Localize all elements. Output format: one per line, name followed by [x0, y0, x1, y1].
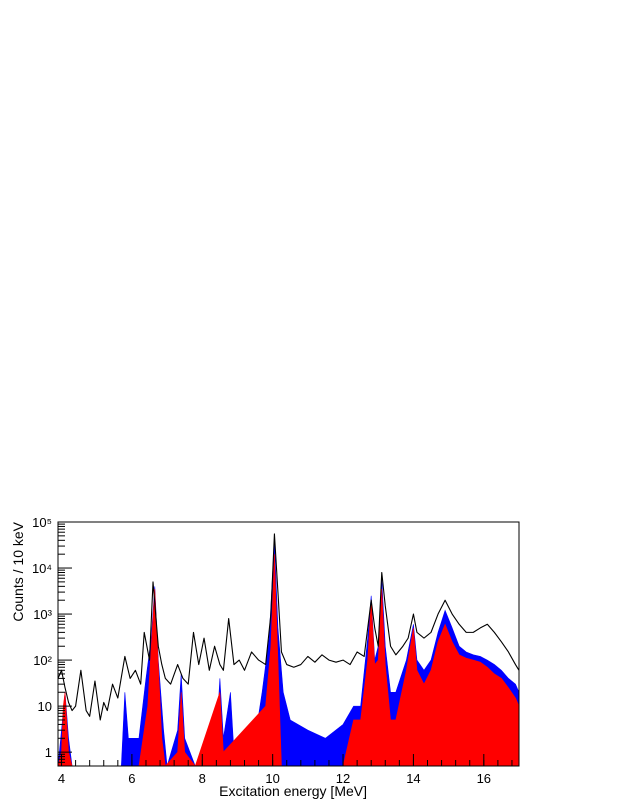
series-0-line	[58, 533, 519, 721]
series-layer	[58, 533, 519, 766]
y-tick-label: 10	[38, 699, 52, 714]
x-tick-label: 12	[336, 771, 350, 786]
y-tick-label: 1	[45, 745, 52, 760]
y-tick-label: 10⁵	[32, 515, 52, 530]
x-tick-label: 16	[477, 771, 491, 786]
x-tick-label: 4	[58, 771, 65, 786]
series-2-area	[58, 554, 519, 766]
y-tick-label: 10²	[33, 653, 52, 668]
x-tick-label: 14	[406, 771, 420, 786]
y-axis-title: Counts / 10 keV	[10, 521, 26, 621]
x-tick-label: 10	[265, 771, 279, 786]
x-tick-label: 8	[199, 771, 206, 786]
series-group	[58, 533, 519, 766]
x-axis-title: Excitation energy [MeV]	[219, 783, 367, 799]
y-tick-label: 10⁴	[32, 561, 52, 576]
y-tick-label: 10³	[33, 607, 52, 622]
x-tick-label: 6	[128, 771, 135, 786]
plot-frame	[57, 521, 520, 767]
ticks-layer: 4 6 8 10 12 14 16 1 10 10² 10³ 10⁴ 10⁵	[32, 515, 513, 786]
